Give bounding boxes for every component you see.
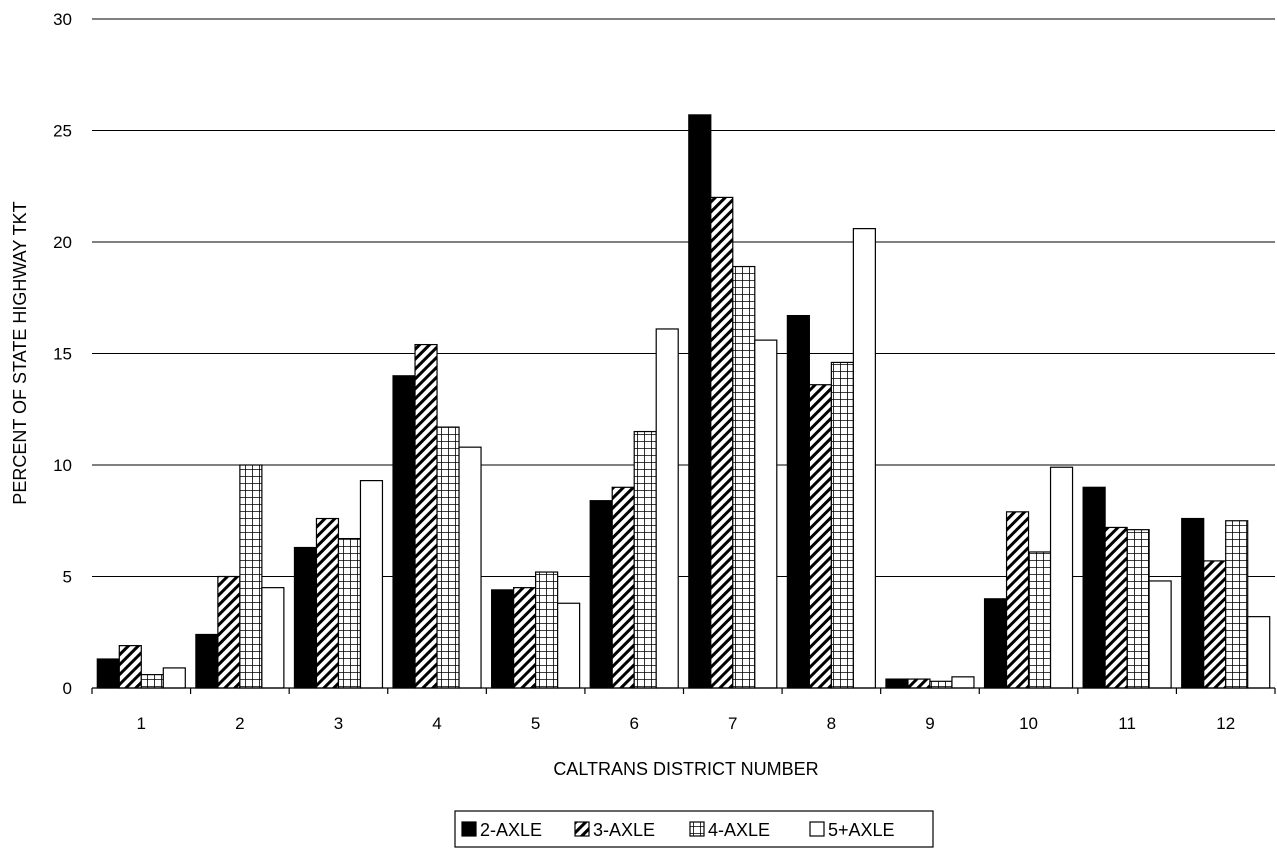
legend-label-3-axle: 3-AXLE — [593, 820, 655, 840]
bar-5-axle-district-11 — [1148, 580, 1172, 689]
legend-label-4-axle: 4-AXLE — [708, 820, 770, 840]
legend-label-2-axle: 2-AXLE — [480, 820, 542, 840]
bar-5-axle-district-12 — [1247, 616, 1271, 689]
bar-5-axle-district-9 — [951, 676, 975, 689]
bar-2-axle-district-4 — [392, 375, 416, 689]
bar-2-axle-district-2 — [195, 633, 219, 689]
y-tick-label: 0 — [63, 679, 72, 698]
bar-4-axle-district-1 — [140, 674, 164, 689]
bar-3-axle-district-2 — [217, 575, 241, 689]
bar-5-axle-district-6 — [655, 328, 679, 689]
bar-5-axle-district-8 — [852, 228, 876, 689]
bar-2-axle-district-1 — [96, 658, 120, 689]
legend-swatch-2-axle — [461, 821, 477, 837]
bars — [96, 114, 1271, 689]
bar-3-axle-district-1 — [118, 645, 142, 689]
x-tick-label: 1 — [137, 714, 146, 733]
bar-4-axle-district-7 — [732, 265, 756, 689]
bar-5-axle-district-10 — [1049, 466, 1074, 689]
x-tick-label: 5 — [531, 714, 540, 733]
bar-2-axle-district-8 — [786, 314, 810, 689]
bar-3-axle-district-3 — [315, 517, 340, 689]
bar-2-axle-district-11 — [1082, 486, 1106, 689]
y-tick-label: 15 — [53, 345, 72, 364]
bar-4-axle-district-8 — [830, 361, 854, 689]
bar-3-axle-district-5 — [513, 587, 537, 689]
x-tick-label: 3 — [334, 714, 343, 733]
x-tick-label: 8 — [827, 714, 836, 733]
bar-4-axle-district-4 — [436, 426, 460, 689]
y-tick-label: 25 — [53, 122, 72, 141]
x-tick-label: 10 — [1019, 714, 1038, 733]
legend-swatch-5-axle — [809, 821, 825, 837]
x-tick-label: 7 — [728, 714, 737, 733]
bar-5-axle-district-2 — [261, 587, 285, 689]
bar-3-axle-district-12 — [1203, 560, 1227, 689]
bar-2-axle-district-9 — [885, 678, 909, 689]
axes — [91, 687, 1276, 694]
x-tick-label: 4 — [432, 714, 441, 733]
bar-3-axle-district-10 — [1005, 511, 1030, 689]
bar-3-axle-district-6 — [611, 486, 635, 689]
y-tick-label: 30 — [53, 10, 72, 29]
x-tick-label: 6 — [629, 714, 638, 733]
x-tick-label: 9 — [925, 714, 934, 733]
bar-3-axle-district-9 — [907, 678, 931, 689]
x-tick-label: 2 — [235, 714, 244, 733]
x-axis-title: CALTRANS DISTRICT NUMBER — [553, 759, 818, 779]
legend: 2-AXLE 3-AXLE 4-AXLE 5+AXLE — [454, 810, 934, 848]
bar-4-axle-district-3 — [337, 537, 362, 689]
y-tick-labels: 0 5 10 15 20 25 30 — [53, 10, 72, 698]
bar-4-axle-district-9 — [929, 680, 953, 689]
bar-4-axle-district-2 — [239, 464, 263, 689]
x-tick-labels: 1 2 3 4 5 6 7 8 9 10 11 12 — [137, 714, 1236, 733]
bar-3-axle-district-7 — [710, 196, 734, 689]
bar-3-axle-district-8 — [808, 384, 832, 689]
bar-2-axle-district-12 — [1181, 517, 1205, 689]
bar-5-axle-district-1 — [162, 667, 186, 689]
bar-4-axle-district-6 — [633, 430, 657, 689]
bar-5-axle-district-5 — [557, 602, 581, 689]
y-tick-label: 5 — [63, 568, 72, 587]
bar-4-axle-district-12 — [1225, 520, 1249, 689]
bar-2-axle-district-5 — [491, 589, 515, 689]
bar-2-axle-district-7 — [688, 114, 712, 689]
bar-2-axle-district-3 — [293, 546, 318, 689]
bar-4-axle-district-5 — [535, 571, 559, 689]
bar-5-axle-district-7 — [754, 339, 778, 689]
y-axis-title: PERCENT OF STATE HIGHWAY TKT — [10, 201, 30, 504]
bar-5-axle-district-3 — [359, 480, 384, 689]
bar-4-axle-district-11 — [1126, 529, 1150, 689]
legend-swatch-4-axle — [689, 821, 705, 837]
legend-label-5-axle: 5+AXLE — [828, 820, 895, 840]
bar-5-axle-district-4 — [458, 446, 482, 689]
x-tick-label: 11 — [1118, 714, 1136, 733]
bar-2-axle-district-6 — [589, 500, 613, 689]
gridlines — [92, 18, 1275, 577]
legend-swatch-3-axle — [574, 821, 590, 837]
bar-2-axle-district-10 — [983, 598, 1008, 689]
y-tick-label: 10 — [53, 456, 72, 475]
bar-3-axle-district-4 — [414, 343, 438, 689]
y-tick-label: 20 — [53, 233, 72, 252]
bar-4-axle-district-10 — [1027, 551, 1052, 689]
bar-3-axle-district-11 — [1104, 526, 1128, 689]
x-tick-label: 12 — [1216, 714, 1235, 733]
